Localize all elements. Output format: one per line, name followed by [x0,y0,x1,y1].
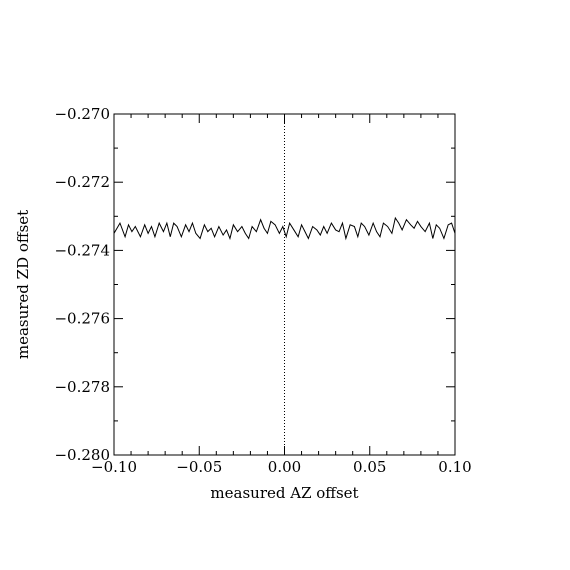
tick-marks [113,113,456,456]
y-tick-label: −0.276 [54,310,110,328]
x-tick-label: −0.05 [176,458,222,476]
y-tick-label: −0.280 [54,446,110,464]
y-tick-label: −0.270 [54,105,110,123]
y-tick-label: −0.278 [54,378,110,396]
y-tick-label: −0.274 [54,241,110,259]
series-line [113,216,456,241]
x-tick-label: 0.00 [268,458,301,476]
x-tick-label: 0.05 [353,458,386,476]
y-axis-title: measured ZD offset [14,210,32,359]
x-tick-label: 0.10 [438,458,471,476]
x-axis-title: measured AZ offset [210,484,358,502]
y-tick-label: −0.272 [54,173,110,191]
x-tick-label: −0.10 [91,458,137,476]
tick-labels: −0.10 −0.05 0.00 0.05 0.10 −0.270 −0.272 −0.274… [54,105,471,476]
